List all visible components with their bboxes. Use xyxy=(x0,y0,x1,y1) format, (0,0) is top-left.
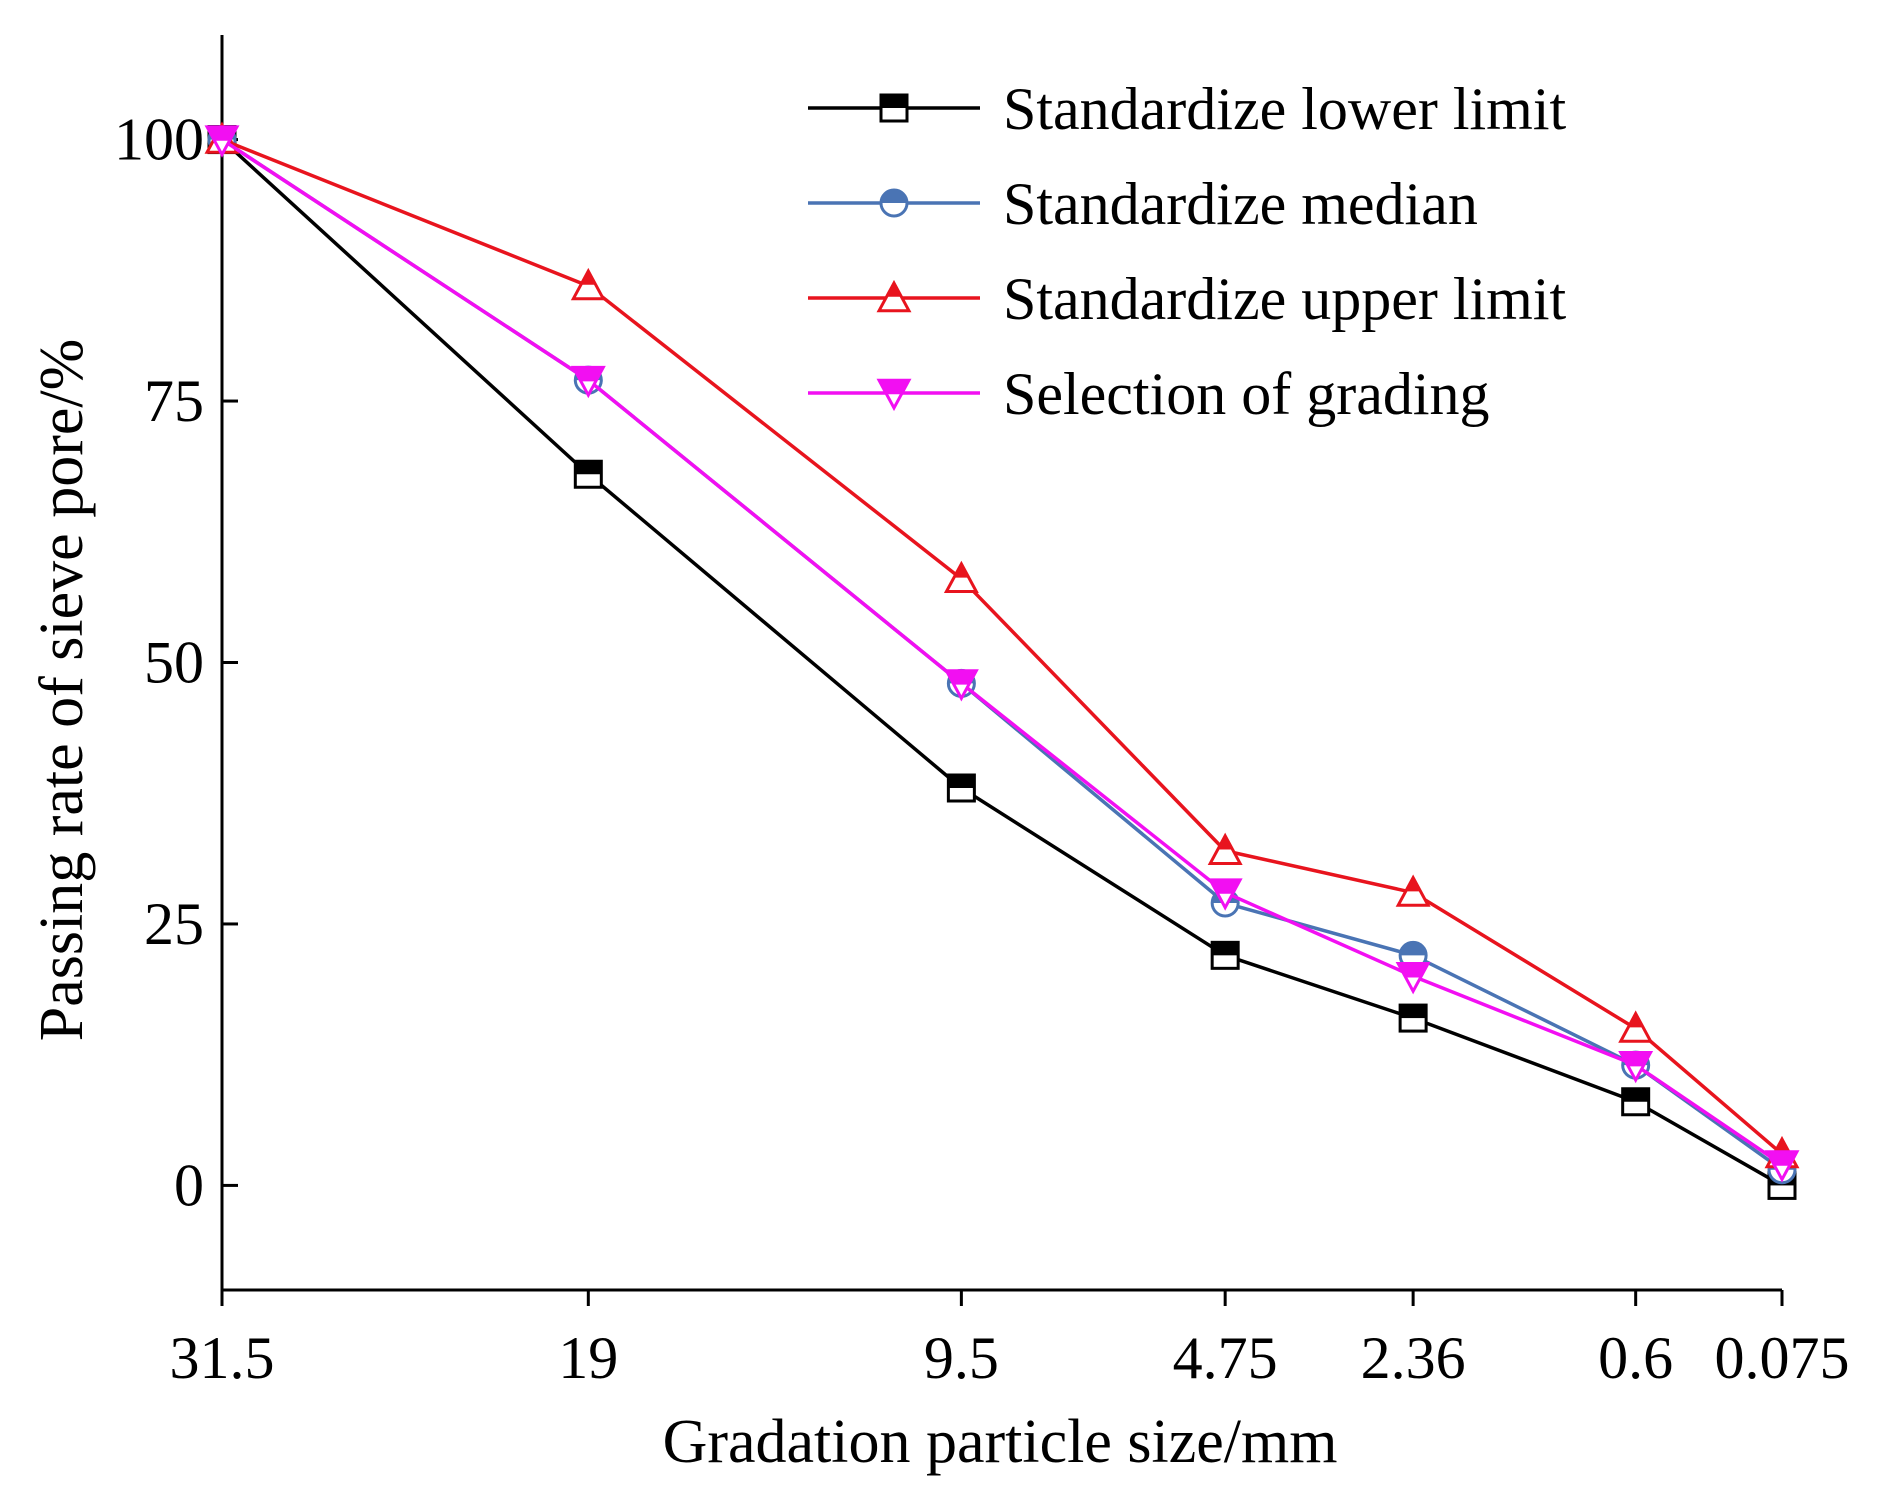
marker-outline xyxy=(1395,874,1431,907)
marker-outline xyxy=(943,560,979,594)
x-tick-label: 9.5 xyxy=(924,1325,999,1391)
legend-marker xyxy=(876,378,912,412)
marker-outline xyxy=(570,267,606,301)
legend-marker xyxy=(876,279,912,313)
data-point xyxy=(573,459,603,489)
y-tick-label: 25 xyxy=(144,891,204,957)
marker-fill xyxy=(207,126,237,141)
x-axis: 31.5 19 9.5 4.75 2.36 0.6 0.075 xyxy=(170,1290,1850,1391)
marker-fill xyxy=(1400,1005,1427,1019)
legend-item-2: Standardize upper limit xyxy=(808,266,1567,332)
marker-fill xyxy=(573,367,604,382)
marker-fill xyxy=(1774,1139,1790,1153)
marker-fill xyxy=(946,670,977,685)
legend-label: Standardize median xyxy=(1003,171,1478,237)
x-tick-label: 0.6 xyxy=(1598,1325,1673,1391)
data-point xyxy=(570,365,606,399)
data-point xyxy=(1618,1050,1654,1084)
data-point xyxy=(1395,962,1431,995)
legend-item-1: Standardize median xyxy=(808,171,1478,237)
legend-label: Selection of grading xyxy=(1003,361,1490,427)
y-tick-label: 50 xyxy=(144,630,204,696)
marker-fill xyxy=(1210,879,1241,894)
legend-marker xyxy=(879,188,909,218)
x-axis-title: Gradation particle size/mm xyxy=(663,1408,1338,1476)
y-tick-label: 0 xyxy=(174,1152,204,1218)
legend-label: Standardize lower limit xyxy=(1003,76,1567,142)
data-point xyxy=(943,669,979,702)
marker-fill xyxy=(1212,942,1239,956)
marker-fill xyxy=(1622,1088,1649,1102)
marker-fill xyxy=(1217,835,1233,850)
marker-fill xyxy=(580,271,596,285)
data-point xyxy=(1764,1150,1800,1183)
data-point xyxy=(1207,832,1243,865)
marker-fill xyxy=(1400,942,1427,956)
legend-item-3: Selection of grading xyxy=(808,361,1490,427)
y-axis: 0 25 50 75 100 xyxy=(114,107,238,1218)
marker-fill xyxy=(881,190,907,203)
plot-frame xyxy=(220,35,1782,1292)
marker-fill xyxy=(1767,1151,1797,1166)
data-point xyxy=(1207,878,1243,911)
marker-fill xyxy=(1398,963,1429,978)
marker-fill xyxy=(1628,1013,1644,1028)
marker-fill xyxy=(1405,877,1421,892)
marker-fill xyxy=(575,461,602,475)
x-tick-label: 0.075 xyxy=(1715,1325,1850,1391)
data-point xyxy=(1395,874,1431,907)
y-tick-label: 100 xyxy=(114,107,204,173)
data-point xyxy=(946,773,976,803)
marker-fill xyxy=(886,283,902,297)
marker-outline xyxy=(1618,1010,1654,1043)
x-tick-label: 19 xyxy=(558,1325,618,1391)
data-point xyxy=(1618,1010,1654,1043)
y-tick-label: 75 xyxy=(144,368,204,434)
marker-fill xyxy=(948,775,975,788)
data-point xyxy=(943,560,979,594)
legend-item-0: Standardize lower limit xyxy=(808,76,1567,142)
y-axis-title: Passing rate of sieve pore/% xyxy=(28,339,96,1041)
data-point xyxy=(1621,1087,1651,1117)
legend-marker xyxy=(879,93,909,123)
marker-outline xyxy=(876,279,912,313)
legend-label: Standardize upper limit xyxy=(1003,266,1567,332)
marker-fill xyxy=(881,95,907,108)
data-point xyxy=(570,267,606,301)
marker-fill xyxy=(879,380,909,395)
marker-fill xyxy=(953,563,969,578)
x-tick-label: 4.75 xyxy=(1173,1325,1278,1391)
data-point xyxy=(1398,1003,1428,1033)
data-point xyxy=(204,125,240,158)
data-point xyxy=(1210,940,1240,970)
data-point xyxy=(1398,940,1428,970)
series-layer xyxy=(204,121,1800,1200)
series-3 xyxy=(204,125,1800,1183)
marker-fill xyxy=(1620,1052,1651,1067)
marker-outline xyxy=(1207,832,1243,865)
legend: Standardize lower limit Standardize media… xyxy=(808,76,1567,427)
x-tick-label: 2.36 xyxy=(1361,1325,1466,1391)
x-tick-label: 31.5 xyxy=(170,1325,275,1391)
